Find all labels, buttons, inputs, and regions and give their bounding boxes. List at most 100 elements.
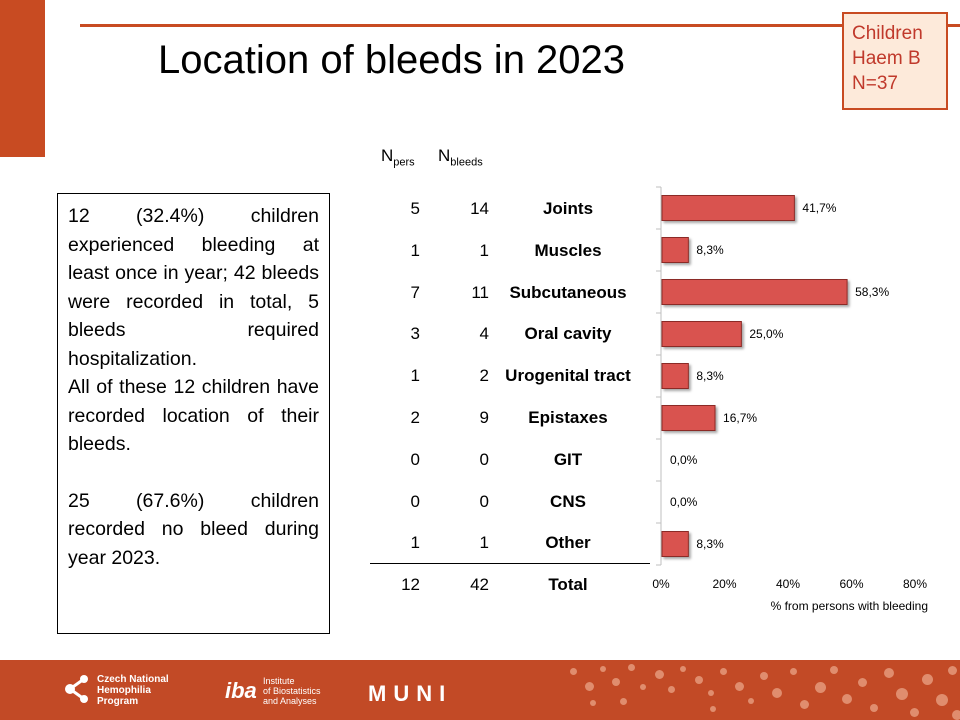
row-location: Subcutaneous [509, 282, 627, 302]
total-npers: 12 [401, 575, 420, 594]
footer-dot [936, 694, 948, 706]
bar-muscles [661, 237, 689, 263]
bar-joints [661, 195, 795, 221]
row-npers: 0 [410, 491, 420, 511]
footer-dot [720, 668, 727, 675]
data-label: 0,0% [670, 453, 698, 467]
footer-dot [858, 678, 867, 687]
iba-logo-text: Institute of Biostatistics and Analyses [263, 676, 321, 706]
footer-dot [896, 688, 908, 700]
footer-dot [842, 694, 852, 704]
bar-subcutaneous [661, 279, 848, 305]
muni-logo: MUNI [368, 681, 453, 706]
bar-urogenital-tract [661, 363, 689, 389]
total-label: Total [548, 575, 588, 594]
footer-dot [680, 666, 686, 672]
footer-dot [600, 666, 606, 672]
footer-dot [708, 690, 714, 696]
row-nbleeds: 14 [470, 199, 489, 218]
cohort-badge: Children Haem B N=37 [842, 12, 948, 110]
footer-dot [748, 698, 754, 704]
footer-dot [620, 698, 627, 705]
footer-dot [628, 664, 635, 671]
header-nbleeds: Nbleeds [438, 146, 483, 169]
footer-dot [570, 668, 577, 675]
row-nbleeds: 1 [479, 533, 489, 553]
data-label: 25,0% [749, 327, 783, 341]
row-npers: 1 [410, 240, 420, 260]
data-label: 8,3% [696, 369, 724, 383]
footer-dot [870, 704, 878, 712]
iba-logo-mark: iba [225, 678, 257, 703]
row-npers: 0 [410, 449, 420, 469]
row-nbleeds: 0 [479, 449, 489, 469]
x-tick-label: 40% [776, 577, 800, 591]
footer-dot [884, 668, 894, 678]
row-npers: 7 [410, 282, 420, 302]
bar-epistaxes [661, 405, 716, 431]
bar-other [661, 531, 689, 557]
footer-dot [640, 684, 646, 690]
row-npers: 1 [410, 533, 420, 553]
hemophilia-logo-icon [65, 675, 88, 703]
footer-dot [922, 674, 933, 685]
row-location: CNS [550, 491, 586, 511]
row-location: Other [545, 533, 591, 553]
footer-dot [710, 706, 716, 712]
badge-line-1: Children [852, 23, 923, 44]
footer-dot [790, 668, 797, 675]
summary-paragraph-3: 25 (67.6%) children recorded no bleed du… [68, 489, 319, 569]
footer-dot [772, 688, 782, 698]
footer-dot [830, 666, 838, 674]
footer-dot [590, 700, 596, 706]
row-location: Urogenital tract [505, 366, 631, 386]
x-tick-label: 0% [652, 577, 670, 591]
bleed-location-chart: 41,7% 8,3% 58,3% 25,0% 8,3% 16,7% 0,0% 0,0% 8,3%… [652, 186, 928, 613]
footer-dot [612, 678, 620, 686]
data-label: 8,3% [696, 243, 724, 257]
summary-paragraph-2: All of these 12 children have recorded l… [68, 376, 319, 455]
row-nbleeds: 11 [471, 282, 489, 302]
top-rule [80, 24, 960, 27]
summary-paragraph-1: 12 (32.4%) children experienced bleeding… [68, 205, 319, 370]
footer-dot [695, 676, 703, 684]
row-nbleeds: 9 [479, 408, 489, 427]
data-label: 41,7% [802, 201, 836, 215]
row-npers: 2 [410, 408, 420, 427]
x-axis-label: % from persons with bleeding [771, 599, 928, 613]
footer-dot [800, 700, 809, 709]
badge-line-3: N=37 [852, 73, 898, 94]
row-location: Muscles [534, 240, 602, 260]
total-divider [370, 563, 650, 564]
row-location: GIT [553, 449, 583, 469]
slide-title: Location of bleeds in 2023 [158, 38, 626, 82]
hemophilia-program-logo-text: Czech National Hemophilia Program [97, 674, 169, 707]
footer-dot [948, 666, 957, 675]
data-label: 58,3% [855, 285, 889, 299]
row-npers: 5 [410, 199, 420, 218]
badge-line-2: Haem B [852, 48, 921, 69]
footer-dot [655, 670, 664, 679]
x-tick-label: 60% [839, 577, 863, 591]
row-location: Oral cavity [524, 324, 612, 344]
footer-dot [735, 682, 744, 691]
accent-bar [0, 0, 45, 157]
footer-dot [668, 686, 675, 693]
footer-bar: Czech National Hemophilia Program iba In… [0, 660, 960, 720]
data-label: 8,3% [696, 537, 724, 551]
footer-dot [815, 682, 826, 693]
bar-oral-cavity [661, 321, 742, 347]
row-nbleeds: 2 [479, 366, 489, 386]
header-npers: Npers [381, 146, 415, 169]
row-location: Epistaxes [528, 408, 608, 427]
x-tick-label: 80% [903, 577, 927, 591]
data-label: 16,7% [723, 411, 757, 425]
footer-dot [910, 708, 919, 717]
footer-dot [585, 682, 594, 691]
footer-dot [760, 672, 768, 680]
row-nbleeds: 4 [479, 324, 489, 344]
footer-dot [952, 710, 960, 720]
row-nbleeds: 1 [479, 240, 489, 260]
x-tick-label: 20% [712, 577, 736, 591]
row-location: Joints [542, 199, 594, 218]
